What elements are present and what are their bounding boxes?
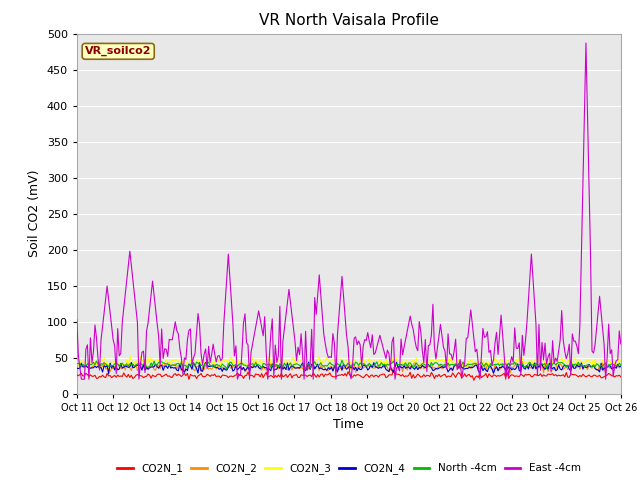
X-axis label: Time: Time	[333, 418, 364, 431]
Legend: CO2N_1, CO2N_2, CO2N_3, CO2N_4, North -4cm, East -4cm: CO2N_1, CO2N_2, CO2N_3, CO2N_4, North -4…	[113, 459, 585, 479]
Y-axis label: Soil CO2 (mV): Soil CO2 (mV)	[28, 170, 41, 257]
Text: VR_soilco2: VR_soilco2	[85, 46, 152, 57]
Title: VR North Vaisala Profile: VR North Vaisala Profile	[259, 13, 439, 28]
